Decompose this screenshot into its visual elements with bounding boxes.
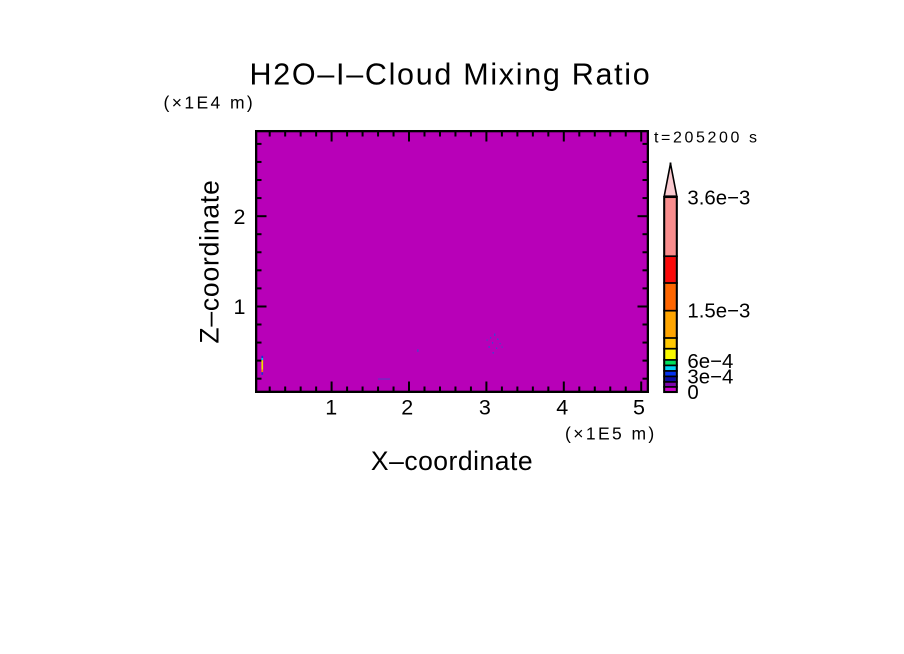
svg-text:1: 1 bbox=[325, 396, 337, 420]
svg-text:t=205200 s: t=205200 s bbox=[654, 130, 760, 147]
svg-text:H2O–I–Cloud Mixing Ratio: H2O–I–Cloud Mixing Ratio bbox=[250, 58, 652, 92]
svg-text:5: 5 bbox=[633, 396, 645, 420]
svg-text:6e−4: 6e−4 bbox=[687, 351, 733, 373]
svg-text:X–coordinate: X–coordinate bbox=[371, 446, 533, 476]
svg-text:(×1E4 m): (×1E4 m) bbox=[164, 93, 256, 113]
svg-text:1.5e−3: 1.5e−3 bbox=[687, 300, 750, 322]
svg-text:(×1E5 m): (×1E5 m) bbox=[565, 424, 657, 444]
svg-text:2: 2 bbox=[234, 205, 246, 229]
svg-text:1: 1 bbox=[234, 295, 246, 319]
svg-text:3: 3 bbox=[479, 396, 491, 420]
svg-text:0: 0 bbox=[687, 382, 698, 404]
svg-text:Z–coordinate: Z–coordinate bbox=[194, 179, 224, 343]
svg-text:3e−4: 3e−4 bbox=[687, 366, 733, 388]
svg-text:3.6e−3: 3.6e−3 bbox=[687, 187, 750, 209]
svg-text:4: 4 bbox=[556, 396, 568, 420]
svg-text:2: 2 bbox=[401, 396, 413, 420]
